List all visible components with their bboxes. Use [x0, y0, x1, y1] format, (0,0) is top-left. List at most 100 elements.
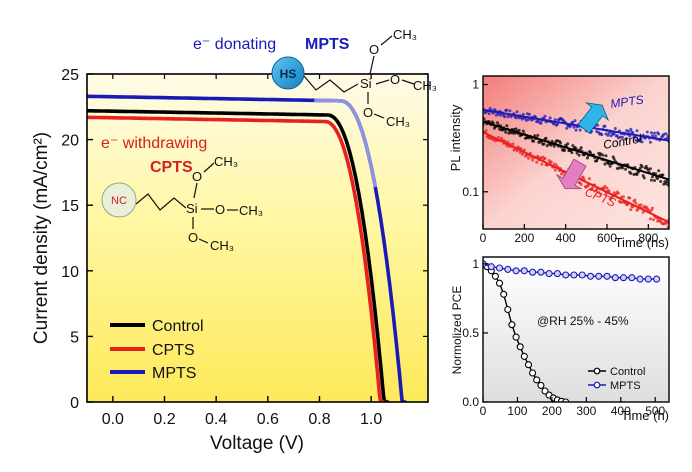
legend-label-control: Control — [610, 366, 645, 378]
pl-y-axis-label: PL intensity — [448, 104, 463, 171]
cpts-bond-bottom-ch3 — [198, 238, 209, 244]
stability-ticks: 0 100 200 300 400 500 0.0 0.5 1 — [462, 257, 665, 418]
pl-point-control — [659, 180, 663, 183]
stability-point-control — [533, 376, 541, 384]
pl-point-mpts — [548, 116, 552, 120]
stability-legend: Control MPTS — [588, 366, 645, 392]
pl-point-control — [638, 167, 642, 170]
rh-annotation: @RH 25% - 45% — [537, 314, 629, 328]
pl-point-control — [514, 127, 518, 131]
pl-point-mpts — [553, 118, 557, 122]
pl-point-cpts — [560, 172, 563, 176]
mpts-bond-up — [369, 55, 375, 75]
pl-point-control — [521, 129, 525, 133]
legend-marker-mpts — [593, 381, 601, 389]
jv-x-tick-label: 0.8 — [308, 411, 330, 428]
pl-point-mpts — [543, 114, 547, 118]
cpts-ch3-top: CH₃ — [214, 154, 238, 169]
stability-point-mpts — [586, 272, 595, 280]
stability-x-axis-label: Time (h) — [621, 408, 669, 423]
pl-point-mpts — [555, 122, 559, 126]
stability-point-control — [520, 352, 528, 360]
pl-ticks: 0 200 400 600 800 1 0.1 — [462, 77, 658, 245]
pl-x-tick-label: 200 — [514, 231, 534, 245]
jv-curves — [87, 94, 407, 402]
pl-point-mpts — [487, 112, 491, 116]
hs-label: HS — [280, 67, 297, 81]
pl-point-cpts — [603, 184, 607, 188]
pl-point-control — [579, 146, 583, 150]
jv-ticks: 0.0 0.2 0.4 0.6 0.8 1.0 0 5 10 15 20 25 — [61, 67, 428, 428]
pl-point-cpts — [629, 208, 633, 212]
pl-point-mpts — [574, 128, 578, 132]
pl-series-label-control: Control — [602, 131, 643, 152]
jv-x-tick-label: 0.6 — [257, 411, 279, 428]
stability-point-control — [529, 369, 537, 377]
pl-point-mpts — [499, 113, 503, 117]
pl-point-mpts — [572, 125, 576, 129]
pl-point-control — [661, 173, 665, 177]
pl-point-mpts — [539, 121, 543, 125]
jv-panel: 0.0 0.2 0.4 0.6 0.8 1.0 0 5 10 15 20 25 Voltage (V)… — [31, 27, 437, 454]
pl-point-cpts — [634, 201, 638, 205]
pl-point-cpts — [527, 156, 530, 160]
pl-point-cpts — [581, 175, 585, 179]
pl-point-mpts — [627, 129, 631, 133]
pl-point-control — [601, 153, 605, 157]
hs-group-circle — [271, 56, 305, 90]
stability-data — [483, 260, 661, 402]
cpts-si-label: Si — [186, 201, 198, 216]
stability-point-control — [512, 333, 520, 341]
mpts-bond-right — [375, 79, 390, 85]
pl-point-cpts — [553, 168, 557, 172]
pl-point-mpts — [635, 129, 639, 133]
nc-group-circle — [101, 182, 137, 218]
cpts-bold-label: CPTS — [150, 159, 193, 176]
pl-point-mpts — [612, 132, 616, 136]
pl-point-control — [544, 136, 548, 140]
pl-x-tick-label: 800 — [638, 231, 658, 245]
pl-point-mpts — [653, 131, 656, 135]
cpts-bond-up — [193, 182, 198, 199]
pl-point-control — [664, 182, 668, 185]
legend-label-control: Control — [152, 318, 204, 335]
jv-curve-mpts-highlight — [314, 98, 378, 188]
stability-point-mpts — [595, 272, 603, 280]
mpts-molecule-annotation: e⁻ donating MPTS HS Si O CH₃ O CH₃ O CH₃ — [193, 27, 437, 129]
stability-point-mpts — [636, 275, 644, 283]
jv-y-tick-label: 25 — [61, 67, 79, 84]
pl-point-cpts — [511, 142, 515, 146]
pl-point-control — [577, 153, 581, 157]
stability-point-control — [508, 321, 516, 329]
cpts-o-bottom: O — [188, 230, 198, 245]
pl-point-cpts — [616, 191, 620, 195]
pl-point-mpts — [629, 127, 633, 131]
pl-point-cpts — [554, 163, 558, 167]
pl-point-control — [571, 144, 575, 148]
stability-point-mpts — [495, 264, 504, 272]
stability-point-control — [504, 305, 512, 314]
cpts-ch3-bottom: CH₃ — [210, 238, 234, 253]
stability-point-control — [524, 361, 533, 369]
pl-point-cpts — [549, 160, 553, 164]
pl-point-control — [665, 179, 669, 183]
stability-point-mpts — [520, 267, 528, 275]
pl-x-tick-label: 600 — [597, 231, 617, 245]
stability-y-tick-label: 1 — [472, 257, 479, 271]
stability-point-mpts — [537, 268, 545, 276]
pl-fit-mpts — [483, 108, 669, 142]
pl-data — [483, 107, 669, 229]
legend-label-cpts: CPTS — [152, 342, 195, 359]
pl-down-arrow — [555, 158, 587, 190]
pl-fit-control — [483, 120, 669, 181]
stability-y-tick-label: 0.5 — [462, 326, 479, 340]
pl-point-control — [536, 133, 540, 137]
stability-point-control — [491, 272, 499, 280]
pl-point-cpts — [628, 196, 632, 200]
pl-point-mpts — [651, 134, 654, 138]
pl-point-cpts — [543, 156, 547, 160]
pl-point-control — [612, 157, 616, 161]
pl-point-cpts — [536, 154, 540, 158]
mpts-o-right: O — [390, 72, 400, 87]
